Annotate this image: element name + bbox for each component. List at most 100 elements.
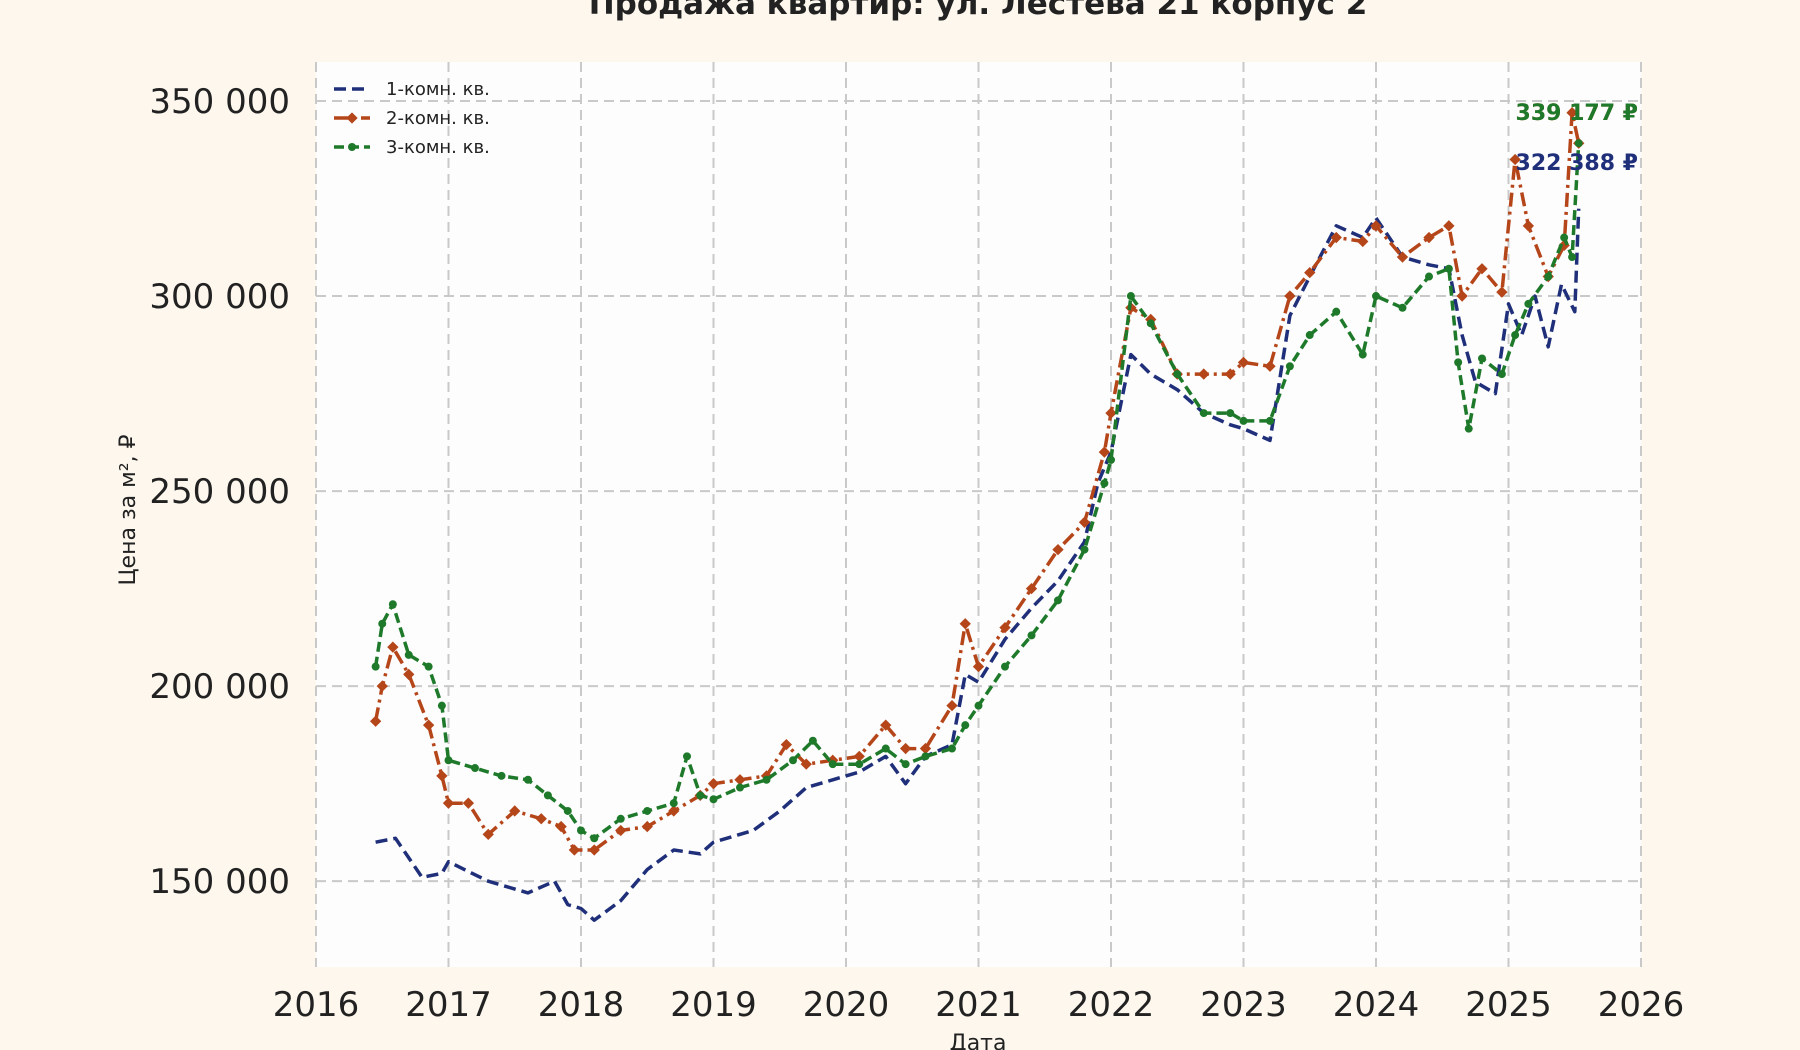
y-tick-label: 350 000: [149, 82, 290, 122]
data-point: [1054, 596, 1062, 605]
data-point: [442, 797, 455, 809]
x-tick-label: 2016: [273, 985, 360, 1025]
data-point: [1237, 356, 1250, 369]
data-point: [1496, 286, 1508, 298]
data-point: [1398, 303, 1407, 312]
data-point: [709, 795, 718, 804]
data-point: [999, 621, 1011, 634]
data-point: [880, 719, 892, 731]
data-point: [1370, 220, 1382, 232]
data-point: [668, 805, 680, 817]
series-3: [371, 139, 1583, 843]
data-point: [590, 834, 599, 843]
data-point: [1425, 272, 1433, 281]
data-point: [1284, 290, 1296, 302]
data-point: [509, 805, 521, 817]
data-point: [1560, 233, 1569, 242]
data-point: [497, 771, 506, 780]
data-point: [376, 680, 388, 692]
data-point: [1224, 368, 1236, 380]
legend-label: 3-комн. кв.: [386, 137, 490, 158]
legend-item: 1-комн. кв.: [334, 79, 490, 100]
data-point: [800, 758, 812, 770]
data-point: [1105, 407, 1117, 419]
data-point: [543, 791, 552, 800]
data-point: [855, 760, 864, 769]
x-tick-label: 2023: [1200, 985, 1287, 1025]
data-point: [1357, 235, 1369, 248]
data-point: [387, 641, 399, 653]
data-point: [961, 721, 970, 730]
data-point: [462, 797, 475, 809]
data-point: [948, 744, 956, 753]
data-point: [919, 742, 932, 755]
x-tick-label: 2017: [405, 985, 492, 1025]
data-point: [734, 774, 746, 786]
y-tick-label: 300 000: [149, 277, 290, 317]
data-point: [1372, 292, 1380, 301]
data-point: [1198, 368, 1210, 380]
x-tick-label: 2021: [935, 985, 1022, 1025]
series-line: [375, 208, 1581, 922]
data-point: [422, 719, 435, 731]
end-value-label: 339 177 ₽: [1516, 101, 1638, 126]
data-point: [669, 799, 678, 808]
data-point: [1511, 331, 1520, 340]
x-axis-label: Дата: [950, 1031, 1007, 1050]
data-point: [424, 662, 433, 671]
data-point: [563, 806, 572, 815]
data-point: [1025, 582, 1038, 595]
data-point: [1497, 370, 1506, 379]
data-point: [959, 618, 971, 630]
legend-label: 1-комн. кв.: [386, 79, 490, 100]
data-point: [762, 775, 771, 784]
data-point: [641, 820, 653, 833]
data-point: [1454, 358, 1463, 367]
data-point: [1080, 545, 1089, 554]
data-point: [1330, 231, 1342, 244]
data-point: [1544, 272, 1553, 281]
data-point: [1456, 290, 1468, 302]
data-point: [1332, 307, 1341, 316]
data-point: [555, 820, 567, 833]
x-axis-ticks: 2016 2017 2018 2019 2020 2021 2022 2023 2024 2025…: [273, 985, 1685, 1025]
y-tick-label: 150 000: [149, 862, 290, 902]
data-point: [1423, 231, 1435, 244]
data-point: [1098, 446, 1111, 458]
data-point: [1478, 354, 1486, 363]
data-point: [403, 668, 415, 681]
grid: [315, 62, 1642, 967]
data-point: [736, 783, 744, 792]
data-point: [1264, 360, 1276, 372]
end-value-label: 339 177 ₽: [1516, 101, 1638, 126]
data-point: [616, 814, 625, 823]
data-point: [471, 764, 479, 773]
data-point: [974, 701, 983, 710]
data-point: [1001, 662, 1009, 671]
data-point: [696, 791, 705, 800]
data-point: [436, 770, 448, 782]
end-value-label: 322 388 ₽: [1516, 151, 1638, 176]
data-point: [444, 756, 453, 765]
data-point: [535, 813, 547, 825]
data-point: [1100, 479, 1109, 488]
data-point: [1266, 416, 1274, 425]
data-point: [881, 744, 890, 753]
x-tick-label: 2019: [670, 985, 757, 1025]
data-point: [1078, 516, 1091, 528]
data-point: [482, 828, 494, 841]
data-point: [1358, 350, 1367, 359]
x-tick-label: 2024: [1333, 985, 1420, 1025]
data-point: [1509, 153, 1521, 166]
y-tick-label: 200 000: [149, 667, 290, 707]
data-point: [1107, 455, 1115, 464]
data-point: [1199, 409, 1208, 418]
data-point: [1126, 292, 1135, 301]
x-tick-label: 2020: [803, 985, 890, 1025]
data-point: [1476, 263, 1488, 275]
data-point: [1285, 362, 1294, 371]
data-point: [643, 806, 652, 815]
data-point: [946, 699, 958, 712]
end-labels: 339 177 ₽339 177 ₽322 388 ₽: [1516, 101, 1638, 176]
data-point: [780, 738, 793, 751]
